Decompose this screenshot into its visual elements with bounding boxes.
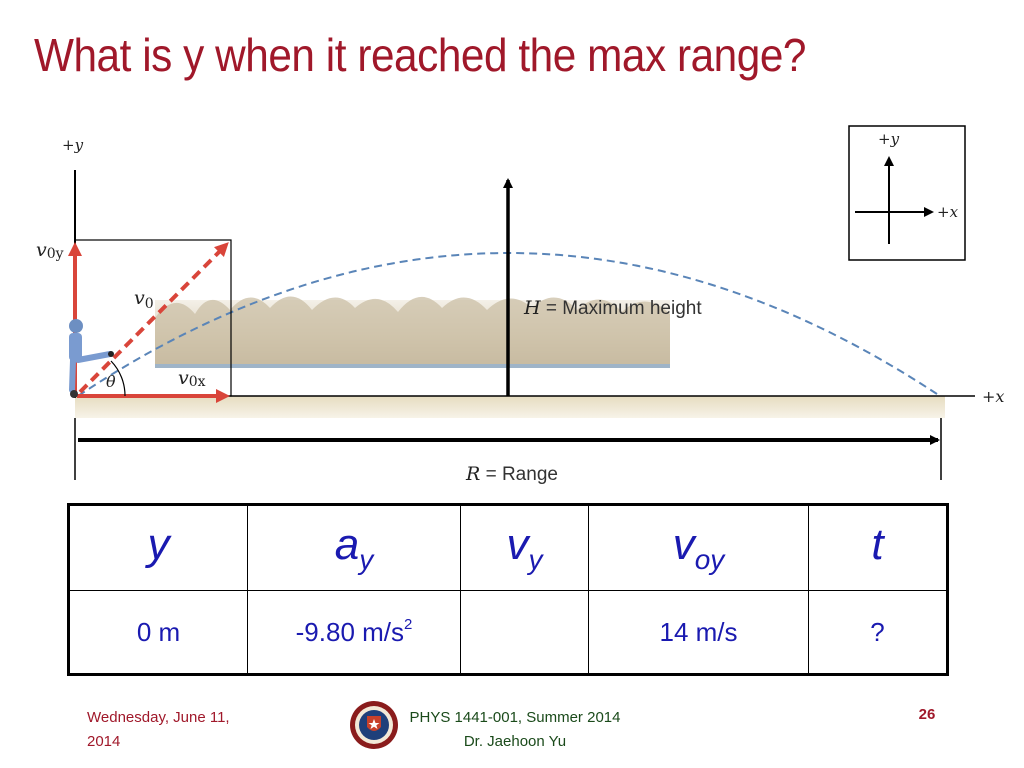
value-cell-voy: 14 m/s: [588, 590, 809, 675]
page-number: 26: [918, 706, 936, 723]
v0-label: v0: [134, 287, 154, 312]
footer-course-info: PHYS 1441-001, Summer 2014 Dr. Jaehoon Y…: [400, 706, 630, 754]
university-seal-icon: [349, 700, 399, 755]
footer-course-line1: PHYS 1441-001, Summer 2014: [409, 709, 621, 726]
inset-y-label: +y: [878, 130, 900, 148]
footer-date-line1: Wednesday, June 11,: [87, 709, 230, 726]
header-cell-ay: ay: [247, 504, 461, 591]
v0y-label: v0y: [36, 239, 64, 262]
table-row: 0 m -9.80 m/s2 14 m/s ?: [68, 590, 948, 675]
value-cell-y: 0 m: [68, 590, 248, 675]
max-height-label: H = Maximum height: [523, 297, 702, 319]
crowd-stands: [155, 296, 670, 368]
v0-arrow: [78, 242, 229, 394]
theta-label: θ: [106, 372, 116, 391]
header-cell-voy: voy: [588, 504, 809, 591]
axis-x-label: +x: [982, 387, 1004, 406]
value-cell-vy: [460, 590, 589, 675]
range-label: R = Range: [465, 463, 558, 485]
ground: [75, 396, 945, 418]
v0x-label: v0x: [178, 367, 206, 390]
inset-axes-diagram: +y +x: [848, 125, 966, 261]
header-cell-y: y: [68, 504, 248, 591]
footer-date: Wednesday, June 11, 2014: [87, 706, 267, 754]
value-cell-t: ?: [808, 590, 948, 675]
header-cell-t: t: [808, 504, 948, 591]
slide-title: What is y when it reached the max range?: [34, 29, 806, 81]
table-header-row: y ay vy voy t: [68, 504, 948, 591]
footer-date-line2: 2014: [87, 733, 121, 750]
axis-y-label: +y: [62, 136, 84, 154]
kicker-figure-icon: [69, 319, 114, 398]
value-cell-ay: -9.80 m/s2: [247, 590, 461, 675]
kinematics-table: y ay vy voy t 0 m -9.80 m/s2 14 m/s ?: [67, 503, 949, 676]
inset-x-label: +x: [937, 203, 959, 221]
header-cell-vy: vy: [460, 504, 589, 591]
projectile-figure: +y +x v0y v0 v0x θ H = Maximum height R …: [0, 118, 1024, 498]
footer-course-line2: Dr. Jaehoon Yu: [463, 733, 567, 750]
